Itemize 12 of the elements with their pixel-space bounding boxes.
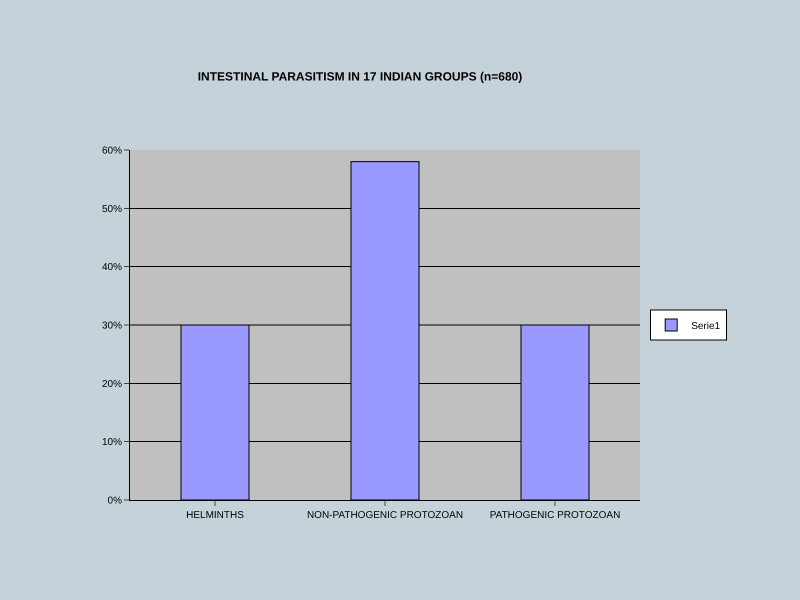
y-tick-label: 40% (102, 262, 122, 274)
y-tick-label: 50% (102, 204, 122, 215)
x-tick-label: HELMINTHS (186, 510, 244, 521)
y-tick-label: 30% (102, 320, 122, 332)
x-tick-label: PATHOGENIC PROTOZOAN (490, 510, 620, 521)
y-tick-label: 20% (102, 378, 122, 390)
x-tick-label: NON-PATHOGENIC PROTOZOAN (306, 510, 464, 521)
y-tick-label: 10% (102, 437, 122, 448)
chart-title: INTESTINAL PARASITISM IN 17 INDIAN GROUPS (n=680) (198, 69, 522, 84)
legend-label: Serie1 (691, 320, 721, 332)
y-tick-label: 0% (108, 496, 122, 506)
y-tick-label: 60% (102, 146, 122, 156)
